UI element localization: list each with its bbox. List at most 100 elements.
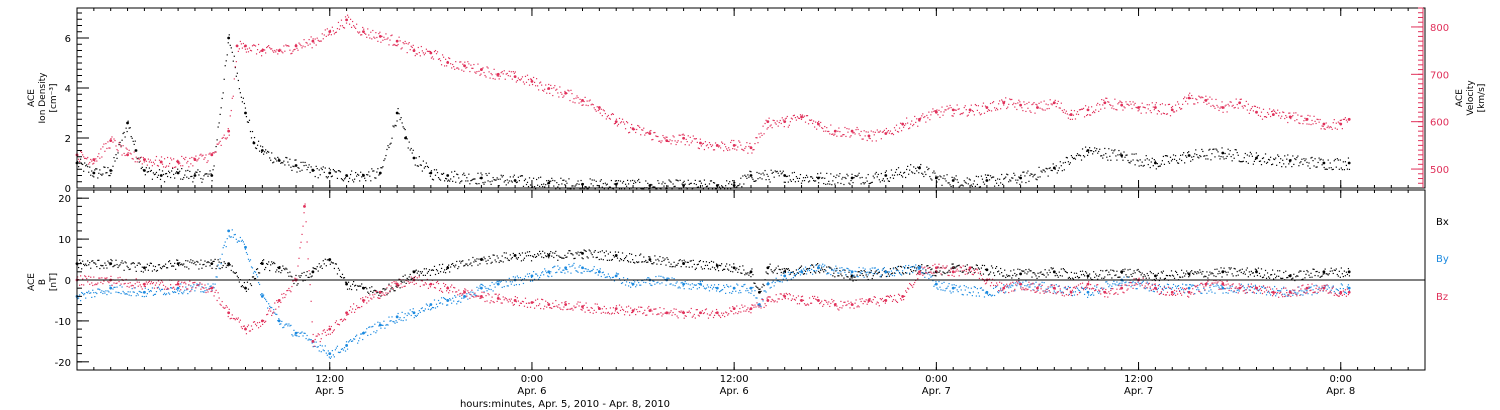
by-series-dot (324, 345, 326, 347)
velocity-series-dot (589, 99, 591, 101)
bx-series-dot (271, 261, 273, 263)
ion-density-series-dot (446, 178, 448, 180)
ion-density-series-dot (337, 170, 340, 172)
ion-density-series-dot (392, 125, 394, 127)
velocity-series-dot (1251, 106, 1253, 108)
ion-density-series-dot (680, 188, 682, 190)
velocity-series-point-6 (176, 160, 180, 164)
bx-series-dot (624, 256, 627, 259)
by-series-dot (189, 291, 191, 293)
velocity-series-dot (986, 110, 989, 112)
ion-density-series-dot (985, 176, 988, 179)
bx-series-dot (1085, 272, 1088, 274)
ion-density-series-dot (190, 175, 192, 178)
bx-series-dot (380, 295, 382, 297)
velocity-series-dot (461, 69, 463, 71)
ion-density-series-dot (926, 166, 928, 168)
ion-density-series-dot (285, 156, 287, 159)
ion-density-series-dot (234, 66, 236, 69)
by-series-dot (968, 291, 970, 293)
by-series-dot (145, 295, 147, 297)
bx-series-dot (224, 262, 226, 265)
by-series-dot (364, 332, 366, 334)
bx-series-dot (972, 268, 974, 270)
ion-density-series-dot (1279, 161, 1281, 164)
velocity-series-dot (1165, 113, 1168, 115)
ion-density-series-dot (717, 184, 720, 186)
by-series-dot (420, 307, 422, 310)
bx-series-dot (415, 269, 417, 271)
velocity-series-dot (1274, 110, 1276, 112)
velocity-series-dot (1261, 118, 1264, 120)
ion-density-series-dot (1039, 176, 1041, 178)
velocity-series-dot (1281, 115, 1283, 117)
velocity-series-dot (454, 68, 456, 70)
ion-density-series-dot (233, 55, 235, 57)
by-series-dot (877, 268, 879, 270)
bx-series-dot (1192, 272, 1194, 275)
by-series-dot (718, 291, 721, 293)
ion-density-series-dot (1118, 149, 1120, 152)
velocity-series-dot (423, 54, 425, 56)
bx-series-dot (1323, 272, 1325, 275)
bx-series-dot (840, 273, 842, 275)
ion-density-series-dot (1053, 166, 1055, 168)
bx-series-dot (525, 255, 528, 257)
ion-density-series-dot (185, 170, 187, 172)
by-series-dot (885, 271, 887, 273)
bx-series-dot (1011, 277, 1013, 279)
ion-density-series-dot (210, 173, 212, 175)
bx-series-dot (328, 260, 330, 262)
bx-series-dot (299, 276, 301, 278)
ion-density-series-dot (771, 172, 773, 174)
velocity-series-dot (1133, 104, 1135, 106)
bx-series-dot (1333, 269, 1335, 271)
velocity-series-dot (831, 133, 833, 135)
bx-series-dot (1229, 268, 1231, 270)
ion-density-series-dot (136, 158, 138, 160)
bx-series-dot (1299, 270, 1301, 272)
ion-density-series-dot (571, 185, 573, 187)
bx-series-dot (1005, 276, 1007, 279)
bx-series-dot (870, 270, 872, 272)
ion-density-series-dot (484, 181, 486, 183)
bx-series-dot (929, 266, 931, 269)
by-series-dot (223, 244, 225, 247)
bx-series-dot (388, 283, 390, 285)
ion-density-series-dot (749, 170, 751, 172)
bx-series-dot (966, 264, 968, 266)
bx-series-dot (1326, 273, 1328, 275)
ion-density-series-dot (839, 173, 841, 175)
velocity-series-dot (663, 136, 665, 139)
ion-density-series-dot (174, 177, 176, 179)
velocity-series-dot (117, 150, 119, 152)
by-series-dot (476, 286, 478, 288)
velocity-series-dot (1331, 128, 1333, 130)
velocity-series-dot (443, 65, 446, 67)
bx-series-dot (1009, 275, 1011, 277)
velocity-series-dot (593, 107, 595, 109)
velocity-series-dot (542, 89, 544, 91)
by-series-dot (571, 265, 573, 267)
by-series-dot (491, 281, 493, 284)
bx-series-dot (595, 256, 597, 259)
ion-density-series-dot (966, 177, 968, 179)
ion-density-series-dot (589, 178, 591, 180)
bx-series-dot (1129, 268, 1131, 271)
bx-series-dot (839, 270, 841, 272)
ion-density-series-dot (793, 171, 795, 174)
ion-density-series-dot (307, 166, 309, 168)
by-series-dot (533, 278, 536, 280)
by-series-dot (282, 327, 284, 329)
velocity-series-dot (186, 162, 188, 164)
bx-series-dot (663, 259, 665, 262)
by-series-dot (645, 281, 647, 284)
bx-series-dot (1075, 272, 1078, 274)
velocity-series-dot (217, 143, 219, 145)
by-series-dot (972, 291, 974, 293)
velocity-series-dot (1197, 102, 1199, 104)
by-series-dot (78, 297, 80, 299)
velocity-series-dot (299, 43, 301, 45)
ion-density-series-dot (1316, 166, 1318, 168)
by-series-dot (332, 354, 334, 356)
